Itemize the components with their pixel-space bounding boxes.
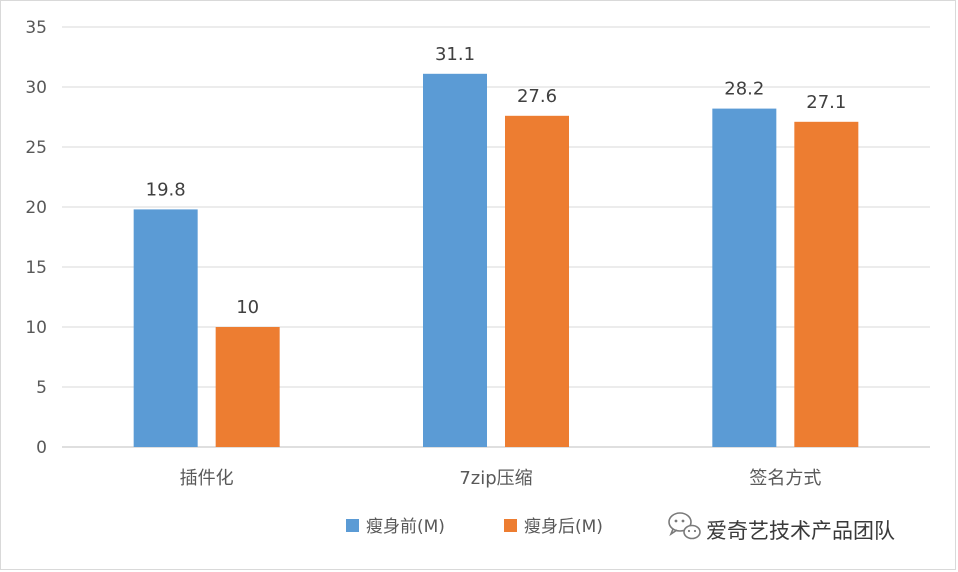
bar xyxy=(505,115,569,448)
legend-swatch xyxy=(346,519,359,532)
legend-label: 瘦身前(M) xyxy=(366,517,445,537)
watermark: 爱奇艺技术产品团队 xyxy=(668,512,895,543)
bar xyxy=(794,121,859,448)
y-tick-label: 0 xyxy=(36,438,47,458)
category-label: 7zip压缩 xyxy=(459,468,532,489)
gridlines xyxy=(62,26,930,448)
data-label: 19.8 xyxy=(146,179,186,200)
y-tick-label: 15 xyxy=(25,258,47,278)
data-label: 10 xyxy=(236,297,259,318)
y-axis-ticks: 0 5 10 15 20 25 30 35 xyxy=(25,18,47,458)
bars xyxy=(133,73,859,448)
y-tick-label: 30 xyxy=(25,78,47,98)
y-tick-label: 20 xyxy=(25,198,47,218)
bar xyxy=(712,108,777,447)
legend-label: 瘦身后(M) xyxy=(524,517,603,537)
legend-swatch xyxy=(504,519,517,532)
legend: 瘦身前(M) 瘦身后(M) xyxy=(346,517,603,537)
wechat-icon xyxy=(668,512,701,540)
data-label: 31.1 xyxy=(435,44,475,65)
bar xyxy=(423,73,487,448)
data-label: 28.2 xyxy=(724,79,764,100)
data-labels: 19.8 10 31.1 27.6 28.2 27.1 xyxy=(146,44,847,318)
y-tick-label: 10 xyxy=(25,318,47,338)
data-label: 27.6 xyxy=(517,86,557,107)
y-tick-label: 5 xyxy=(36,378,47,398)
x-axis-categories: 插件化 7zip压缩 签名方式 xyxy=(180,468,822,489)
bar xyxy=(215,327,280,447)
category-label: 签名方式 xyxy=(749,468,821,489)
category-label: 插件化 xyxy=(180,468,234,489)
y-tick-label: 25 xyxy=(25,138,47,158)
bar xyxy=(133,209,198,447)
y-tick-label: 35 xyxy=(25,18,47,38)
watermark-text: 爱奇艺技术产品团队 xyxy=(706,519,895,543)
data-label: 27.1 xyxy=(806,92,846,113)
